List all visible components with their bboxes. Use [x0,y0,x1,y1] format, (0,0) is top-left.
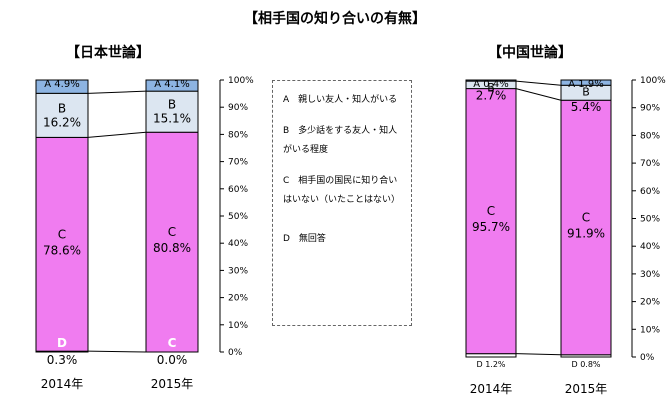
y-tick-label-1-0: 0% [640,353,655,363]
y-tick-label-1-2: 20% [640,298,660,308]
label-b-key-0-1: B [168,98,176,112]
y-tick-label-1-3: 30% [640,270,660,280]
label-b-0-1: 15.1% [153,112,191,126]
label-d-1-0: D 1.2% [476,360,505,369]
y-tick-label-0-1: 10% [228,321,248,331]
category-label-1-1: 2015年 [565,382,608,396]
label-b-key-0-0: B [58,101,66,115]
y-tick-label-0-9: 90% [228,103,248,113]
label-c-0-1: 80.8% [153,241,191,255]
y-tick-label-0-4: 40% [228,239,248,249]
label-d-0-0: 0.3% [47,353,78,367]
label-d-key-0-0: D [57,336,67,350]
bar-a-0-0 [35,79,89,94]
label-c-key-0-1: C [168,225,176,239]
label-b-key-1-1: B [582,85,590,98]
label-b-1-0: 2.7% [476,89,507,103]
label-a-1-1: A 1.9% [568,79,603,90]
y-tick-label-0-8: 80% [228,130,248,140]
connector-d-1 [515,353,562,356]
y-tick-label-1-4: 40% [640,242,660,252]
label-c-1-1: 91.9% [567,227,605,241]
label-c-1-0: 95.7% [472,220,510,234]
y-tick-label-1-5: 50% [640,215,660,225]
y-tick-label-0-6: 60% [228,185,248,195]
y-tick-label-1-10: 100% [640,76,666,86]
bar-b-0-1 [145,90,199,133]
y-tick-label-1-9: 90% [640,104,660,114]
label-a-0-1: A 4.1% [154,79,189,90]
legend-item-b: B 多少話をする友人・知人がいる程度 [283,126,398,155]
label-d-1-1: D 0.8% [571,360,600,369]
y-tick-label-0-3: 30% [228,266,248,276]
category-label-1-0: 2014年 [470,382,513,396]
connector-b-0 [87,90,147,94]
category-label-0-0: 2014年 [41,377,84,391]
bar-c-0-1 [145,131,199,353]
bar-b-0-0 [35,92,89,138]
china-panel-title: 【中国世論】 [488,45,572,61]
y-tick-label-0-2: 20% [228,294,248,304]
connector-b-1 [515,80,562,86]
connector-c-0 [87,131,147,138]
y-tick-label-1-8: 80% [640,131,660,141]
label-c-key-1-0: C [487,204,495,218]
bar-c-1-1 [560,99,612,356]
label-c-key-1-1: C [582,211,590,225]
y-tick-label-1-6: 60% [640,187,660,197]
label-c-key-0-0: C [58,227,66,241]
bar-a-1-1 [560,79,612,86]
connector-d-0 [87,350,147,353]
label-c-0-0: 78.6% [43,243,81,257]
label-d-0-1: 0.0% [157,353,188,367]
label-b-0-0: 16.2% [43,115,81,129]
connector-c-1 [515,88,562,101]
label-b-1-1: 5.4% [571,100,602,114]
label-b-key-1-0: B [487,81,495,94]
y-tick-label-0-10: 100% [228,76,254,86]
bar-a-0-1 [145,79,199,92]
legend-item-a: A 親しい友人・知人がいる [283,95,398,105]
legend-item-c: C 相手国の国民に知り合いはいない（いたことはない） [283,176,401,205]
category-label-0-1: 2015年 [151,377,194,391]
legend-box: A 親しい友人・知人がいる B 多少話をする友人・知人がいる程度 C 相手国の国… [272,80,412,326]
legend-item-d: D 無回答 [283,234,326,244]
chart-main-title: 【相手国の知り合いの有無】 [244,11,426,27]
y-tick-label-1-7: 70% [640,159,660,169]
y-tick-label-0-0: 0% [228,348,243,358]
label-a-1-0: A 0.4% [473,79,508,90]
label-a-0-0: A 4.9% [44,79,79,90]
y-tick-label-0-5: 50% [228,212,248,222]
bar-a-1-0 [465,79,517,82]
label-d-key-0-1: C [168,336,177,350]
japan-panel-title: 【日本世論】 [66,45,150,61]
y-tick-label-0-7: 70% [228,158,248,168]
y-tick-label-1-1: 10% [640,325,660,335]
bar-c-1-0 [465,88,517,355]
bar-c-0-0 [35,136,89,352]
